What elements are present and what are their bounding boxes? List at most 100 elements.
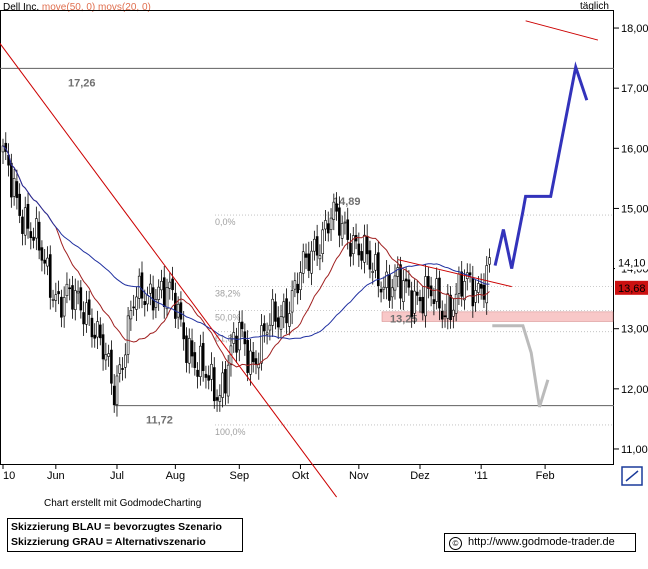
candle-body — [326, 223, 330, 234]
chart-credit: Chart erstellt mit GodmodeCharting — [44, 498, 202, 509]
candle-body — [429, 285, 433, 297]
candle-body — [15, 181, 19, 198]
ma-price-tag: 13,68 — [618, 283, 646, 295]
y-tick-label: 11,00 — [621, 444, 648, 456]
candle-body — [271, 298, 274, 326]
candle-body — [357, 243, 361, 256]
candle-body — [488, 257, 491, 265]
candle-body — [154, 299, 158, 308]
candle-body — [282, 301, 286, 318]
support-zone — [381, 311, 614, 322]
candle-body — [23, 207, 27, 236]
candle-body — [168, 281, 172, 289]
y-tick-label: 13,00 — [621, 324, 648, 336]
candle-body — [126, 315, 130, 355]
candle-body — [276, 317, 280, 328]
candle-body — [65, 283, 69, 297]
candle-body — [260, 325, 263, 364]
candle-body — [62, 297, 66, 317]
trendline — [0, 42, 338, 498]
candle-body — [332, 201, 336, 220]
candle-body — [246, 340, 249, 373]
y-tick-label: 18,00 — [621, 23, 648, 35]
candle-body — [290, 290, 294, 313]
scenario-legend: Skizzierung BLAU = bevorzugtes Szenario … — [7, 518, 243, 552]
candle-body — [212, 367, 216, 402]
candle-body — [446, 293, 450, 319]
candle-body — [71, 285, 74, 310]
candle-body — [421, 296, 425, 314]
candle-body — [454, 293, 458, 314]
candle-body — [124, 354, 127, 368]
candle-body — [204, 373, 208, 378]
candle-body — [474, 290, 477, 303]
candle-body — [160, 280, 163, 291]
trendline — [525, 20, 599, 41]
candles-group — [1, 132, 491, 417]
candle-body — [199, 345, 202, 377]
candle-body — [232, 332, 236, 344]
low-annotation: 13,25 — [390, 314, 418, 326]
candle-body — [29, 231, 33, 239]
x-tick-label: '11 — [474, 470, 488, 482]
candle-body — [43, 259, 47, 264]
candle-body — [388, 274, 391, 301]
fib-label: 0,0% — [215, 217, 236, 227]
candle-body — [251, 351, 255, 363]
high-annotation: 14,89 — [333, 196, 361, 208]
candle-body — [471, 277, 475, 307]
candle-body — [121, 368, 124, 370]
current-price-tag-bg — [615, 255, 648, 270]
candle-body — [338, 207, 341, 236]
x-tick-label: Jun — [47, 470, 65, 482]
y-tick-label: 17,00 — [621, 83, 648, 95]
candle-body — [129, 310, 133, 320]
candle-body — [440, 310, 444, 320]
website-url[interactable]: http://www.godmode-trader.de — [468, 536, 615, 548]
candle-body — [18, 193, 21, 216]
period-label: täglich — [580, 1, 609, 12]
y-tick-label: 16,00 — [621, 143, 648, 155]
candle-body — [432, 299, 436, 304]
candle-body — [218, 395, 222, 402]
candle-body — [171, 278, 174, 291]
candle-body — [477, 283, 480, 293]
candle-body — [410, 290, 413, 317]
indicator-label: move(50, 0) movs(20, 0) — [41, 2, 151, 13]
candle-body — [363, 234, 366, 263]
candle-body — [263, 323, 266, 332]
fib-label: 38,2% — [215, 289, 241, 299]
candle-body — [343, 221, 347, 224]
candle-body — [360, 251, 363, 261]
candle-body — [399, 264, 402, 299]
candle-body — [288, 313, 291, 327]
candle-body — [404, 278, 408, 282]
candle-body — [293, 280, 297, 290]
candle-body — [201, 343, 205, 371]
x-tick-label: 10 — [3, 470, 15, 482]
candle-body — [174, 292, 177, 319]
candle-body — [407, 279, 411, 288]
x-tick-label: Okt — [292, 470, 309, 482]
copyright-link[interactable]: © http://www.godmode-trader.de — [444, 533, 636, 552]
candle-body — [162, 277, 166, 307]
candle-body — [82, 312, 85, 325]
candle-body — [101, 334, 105, 360]
candle-body — [468, 272, 472, 276]
x-tick-label: Aug — [166, 470, 186, 482]
legend-blue: Skizzierung BLAU = bevorzugtes Szenario — [11, 521, 222, 533]
y-tick-label: 15,00 — [621, 203, 648, 215]
candle-body — [424, 276, 427, 317]
candle-body — [340, 223, 344, 239]
candle-body — [304, 253, 308, 258]
trendline — [397, 259, 512, 288]
candle-body — [12, 178, 16, 197]
x-tick-label: Dez — [410, 470, 430, 482]
candle-body — [146, 295, 149, 305]
candle-body — [179, 302, 183, 320]
candle-body — [285, 298, 288, 324]
chart-title: Dell Inc. move(50, 0) movs(20, 0) — [3, 2, 151, 13]
candle-body — [149, 283, 152, 294]
candle-body — [110, 349, 113, 384]
